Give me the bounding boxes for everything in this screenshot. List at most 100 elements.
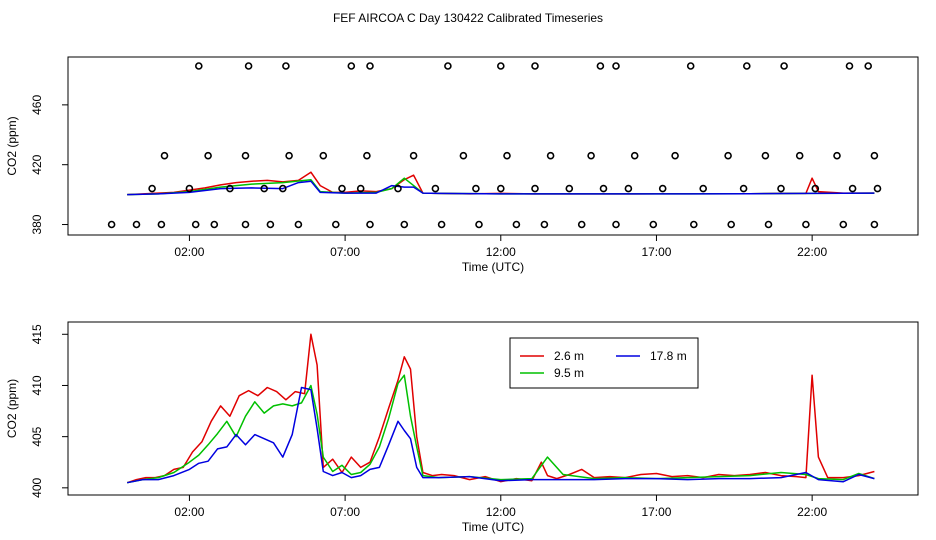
calibration-marker <box>848 184 857 193</box>
calibration-marker <box>686 62 695 70</box>
calibration-marker <box>185 184 194 193</box>
x-tick-label: 12:00 <box>486 245 516 259</box>
calibration-marker <box>671 151 679 160</box>
y-tick-label: 420 <box>30 154 44 174</box>
calibration-marker <box>873 184 882 193</box>
calibration-marker <box>160 151 169 160</box>
y-axis-label: CO2 (ppm) <box>5 379 19 438</box>
calibration-marker <box>241 151 250 160</box>
calibration-marker <box>266 220 275 229</box>
y-tick-label: 400 <box>30 478 44 498</box>
series-line-s3 <box>127 386 875 484</box>
calibration-marker <box>764 220 773 229</box>
calibration-marker <box>241 220 250 229</box>
calibration-marker <box>195 62 203 70</box>
y-tick-label: 415 <box>30 324 44 344</box>
calibration-marker <box>587 151 595 160</box>
calibration-marker <box>409 151 418 160</box>
calibration-marker <box>338 184 346 193</box>
calibration-marker <box>531 184 539 193</box>
calibration-marker <box>839 220 848 229</box>
x-axis-label: Time (UTC) <box>462 260 524 274</box>
calibration-marker <box>366 62 374 70</box>
y-axis-label: CO2 (ppm) <box>5 116 19 175</box>
y-tick-label: 380 <box>30 214 44 234</box>
calibration-marker <box>612 220 620 229</box>
calibration-marker <box>577 220 586 229</box>
calibration-marker <box>795 151 804 160</box>
legend: 2.6 m 17.8 m 9.5 m <box>509 337 699 389</box>
calibration-marker <box>210 220 219 229</box>
series-line-s3 <box>127 180 875 196</box>
calibration-marker <box>191 220 200 229</box>
calibration-marker <box>226 184 234 193</box>
calibration-marker <box>565 184 574 193</box>
calibration-marker <box>777 184 785 193</box>
calibration-marker <box>780 62 788 70</box>
y-tick-label: 410 <box>30 375 44 395</box>
calibration-marker <box>761 151 770 160</box>
calibration-marker <box>366 220 374 229</box>
y-tick-label: 460 <box>30 95 44 115</box>
calibration-marker <box>612 62 620 70</box>
calibration-marker <box>699 184 708 193</box>
series-line-s1 <box>126 333 875 484</box>
calibration-marker <box>596 62 605 70</box>
series-line-s2 <box>127 374 875 484</box>
calibration-marker <box>278 184 287 193</box>
calibration-marker <box>400 220 409 229</box>
calibration-marker <box>347 62 356 70</box>
calibration-marker <box>496 184 505 193</box>
calibration-marker <box>833 151 841 160</box>
calibration-marker <box>319 151 328 160</box>
calibration-marker <box>727 220 736 229</box>
legend-label: 17.8 m <box>650 349 687 363</box>
calibration-marker <box>540 220 549 229</box>
calibration-marker <box>260 184 269 193</box>
calibration-marker <box>363 151 371 160</box>
figure-title: FEF AIRCOA C Day 130422 Calibrated Times… <box>333 11 603 25</box>
calibration-marker <box>503 151 511 160</box>
calibration-marker <box>512 220 521 229</box>
calibration-marker <box>331 220 340 229</box>
calibration-marker <box>864 62 873 70</box>
calibration-marker <box>658 184 667 193</box>
calibration-marker <box>531 62 539 70</box>
calibration-marker <box>870 220 879 229</box>
calibration-marker <box>649 220 658 229</box>
legend-label: 2.6 m <box>554 349 584 363</box>
calibration-marker <box>285 151 293 160</box>
calibration-marker <box>742 62 751 70</box>
calibration-marker <box>148 184 156 193</box>
calibration-marker <box>739 184 748 193</box>
x-tick-label: 12:00 <box>486 505 516 519</box>
x-tick-label: 17:00 <box>641 505 671 519</box>
calibration-marker <box>802 220 810 229</box>
x-axis-label: Time (UTC) <box>462 520 524 534</box>
calibration-marker <box>356 184 365 193</box>
calibration-marker <box>459 151 468 160</box>
calibration-marker <box>475 220 483 229</box>
calibration-marker <box>282 62 290 70</box>
x-tick-label: 22:00 <box>797 245 827 259</box>
calibration-marker <box>689 220 698 229</box>
y-tick-label: 405 <box>30 426 44 446</box>
calibration-marker <box>472 184 480 193</box>
calibration-marker <box>811 184 820 193</box>
calibration-marker <box>294 220 303 229</box>
bottom-panel: 02:00 07:00 12:00 17:00 22:00 400 405 410 415 Tim… <box>5 321 919 534</box>
x-tick-label: 17:00 <box>641 245 671 259</box>
calibration-marker <box>204 151 212 160</box>
calibration-marker <box>599 184 608 193</box>
calibration-marker <box>132 220 141 229</box>
calibration-marker <box>107 220 116 229</box>
calibration-marker <box>546 151 555 160</box>
calibration-marker <box>244 62 253 70</box>
calibration-marker <box>624 184 633 193</box>
x-tick-label: 02:00 <box>174 505 204 519</box>
x-tick-label: 07:00 <box>330 245 360 259</box>
x-tick-label: 02:00 <box>174 245 204 259</box>
plot-frame <box>67 56 919 236</box>
calibration-marker <box>444 62 452 70</box>
